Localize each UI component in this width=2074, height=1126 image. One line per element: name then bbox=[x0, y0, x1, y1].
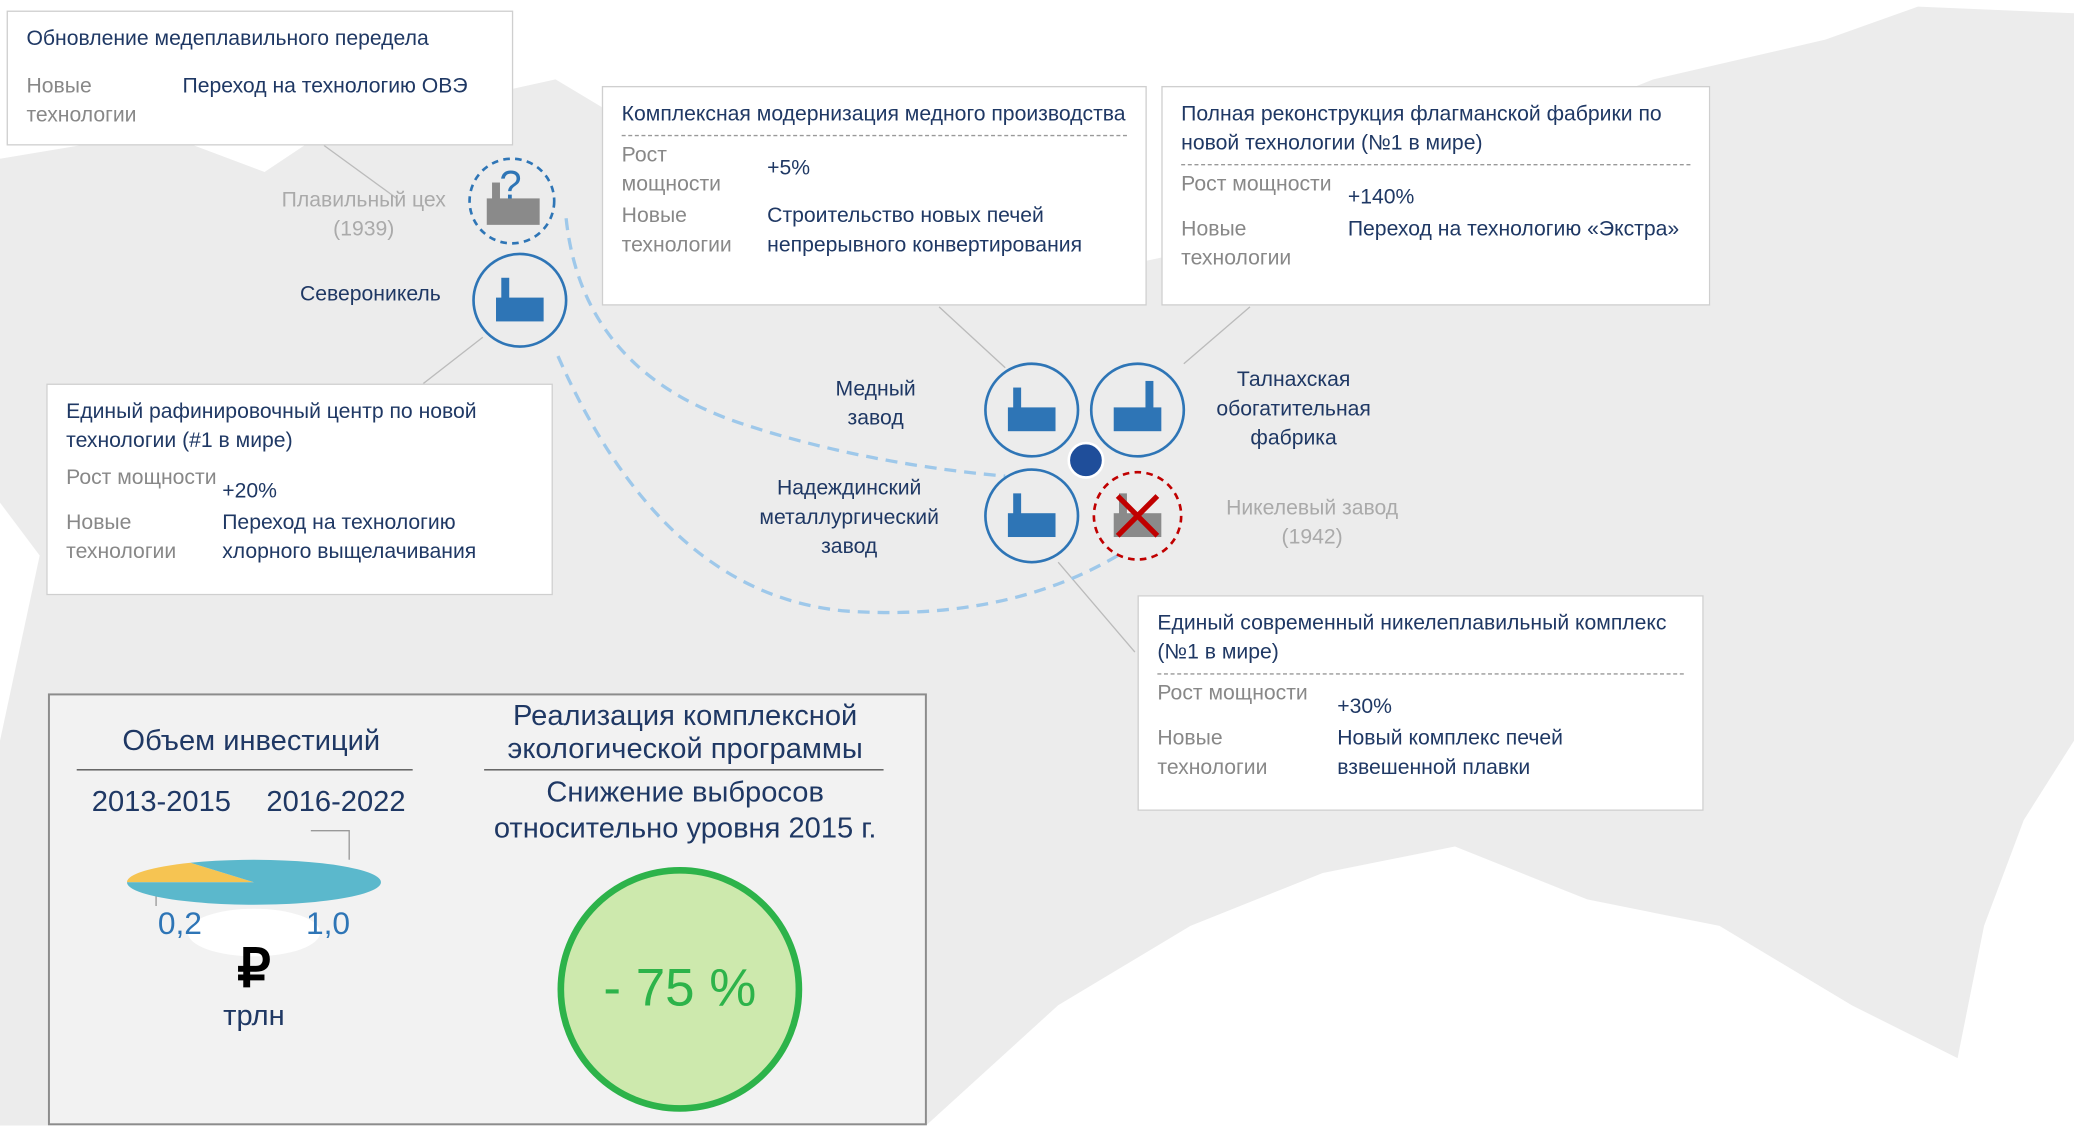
plant-name: Медный завод bbox=[835, 378, 916, 430]
pie-slice bbox=[126, 859, 381, 905]
value-label: 1,0 bbox=[305, 906, 351, 942]
factory-icon bbox=[486, 182, 540, 225]
eco-badge bbox=[1067, 441, 1105, 479]
plant-name: Плавильный цех bbox=[281, 189, 446, 212]
row-value: +5% bbox=[767, 157, 811, 180]
callout-row: Рост мощности +30% bbox=[1157, 680, 1683, 722]
row-label: Новые технологии bbox=[66, 511, 177, 564]
currency: ₽ bbox=[237, 940, 271, 999]
callout-title: Комплексная модернизация медного произво… bbox=[621, 103, 1126, 126]
leader bbox=[938, 306, 1006, 369]
row-label: Новые технологии bbox=[26, 75, 137, 127]
callout-row: Новые технологии Новый комплекс печей взв… bbox=[1157, 725, 1683, 783]
row-value: Строительство новых печей непрерывного к… bbox=[767, 205, 1083, 257]
pie-slice bbox=[126, 862, 254, 883]
icon-ring bbox=[1092, 470, 1183, 561]
callout: Полная реконструкция флагманской фабрики… bbox=[1161, 85, 1711, 306]
period: 2016-2022 bbox=[266, 784, 406, 818]
period: 2013-2015 bbox=[91, 784, 231, 818]
factory-icon bbox=[1007, 493, 1056, 538]
row-value: Новый комплекс печей взвешенной плавки bbox=[1337, 727, 1563, 780]
arrow bbox=[564, 218, 1006, 478]
row-label: Рост мощности bbox=[621, 144, 721, 196]
leader bbox=[1057, 561, 1136, 653]
separator bbox=[1181, 164, 1691, 166]
cross bbox=[1115, 494, 1160, 538]
leader bbox=[1183, 306, 1251, 365]
leader bbox=[323, 144, 398, 199]
icon-ring bbox=[984, 468, 1080, 564]
callout-row: Новые технологии Строительство новых пече… bbox=[622, 202, 1127, 260]
callout-row: Рост мощности +140% bbox=[1181, 171, 1690, 213]
row-value: +20% bbox=[222, 480, 277, 503]
row-label: Новые технологии bbox=[1181, 218, 1292, 270]
row-label: Новые технологии bbox=[1157, 727, 1268, 780]
unit: трлн bbox=[223, 998, 285, 1032]
row-value: Переход на технологию хлорного выщелачив… bbox=[222, 511, 477, 564]
callout-title: Единый современный никелеплавильный комп… bbox=[1157, 612, 1667, 664]
callout-row: Новые технологии Переход на технологию ОВ… bbox=[26, 73, 493, 131]
leader-lines bbox=[323, 144, 1251, 653]
row-label: Рост мощности bbox=[1157, 682, 1308, 705]
separator bbox=[621, 134, 1127, 137]
callout-title: Обновление медеплавильного передела bbox=[26, 27, 429, 51]
plant-year: (1942) bbox=[1281, 526, 1343, 549]
plant-name: Североникель bbox=[299, 283, 441, 306]
investment-title: Объем инвестиций bbox=[122, 723, 381, 757]
callout-title: Полная реконструкция флагманской фабрики… bbox=[1181, 103, 1662, 155]
factory-icon bbox=[1113, 380, 1162, 432]
icon-ring bbox=[1089, 362, 1186, 458]
plant-name: Надеждинский металлургический завод bbox=[759, 477, 939, 559]
callout-row: Новые технологии Переход на технологию «Э… bbox=[1181, 216, 1690, 274]
callout: Комплексная модернизация медного произво… bbox=[601, 85, 1147, 306]
ruble-base bbox=[187, 908, 321, 957]
separator bbox=[1157, 673, 1684, 675]
icon-ring bbox=[984, 362, 1080, 458]
icon-ring bbox=[472, 252, 568, 348]
arrow bbox=[554, 349, 1119, 615]
callout-row: Рост мощности +20% bbox=[66, 464, 533, 506]
pie bbox=[126, 859, 381, 905]
row-value: Переход на технологию ОВЭ bbox=[182, 75, 468, 98]
row-label: Новые технологии bbox=[621, 205, 732, 257]
plant-name: Никелевый завод bbox=[1226, 497, 1399, 520]
callout: Обновление медеплавильного передела Новы… bbox=[6, 10, 514, 146]
row-value: +140% bbox=[1347, 186, 1415, 209]
factory-icon bbox=[496, 277, 544, 322]
row-label: Рост мощности bbox=[66, 466, 217, 490]
row-value: +30% bbox=[1337, 695, 1392, 719]
callout-row: Рост мощности +5% bbox=[622, 142, 1127, 200]
row-label: Рост мощности bbox=[1181, 173, 1332, 196]
eco-value: - 75 % bbox=[603, 958, 757, 1018]
plant-name: Талнахская обогатительная фабрика bbox=[1216, 369, 1371, 450]
eco-title: Реализация комплексной экологической про… bbox=[507, 698, 863, 765]
eco-subtitle: Снижение выбросов относительно уровня 20… bbox=[493, 775, 877, 844]
callout: Единый современный никелеплавильный комп… bbox=[1137, 595, 1704, 811]
callout: Единый рафинировочный центр по новой тех… bbox=[46, 383, 553, 596]
factory-icon bbox=[1007, 387, 1056, 432]
question-mark: ? bbox=[500, 163, 522, 207]
leader bbox=[422, 336, 484, 385]
eco-circle bbox=[557, 867, 803, 1112]
row-value: Переход на технологию «Экстра» bbox=[1347, 218, 1680, 241]
callout-row: Новые технологии Переход на технологию хл… bbox=[66, 509, 533, 567]
callout-title: Единый рафинировочный центр по новой тех… bbox=[66, 400, 477, 453]
plant-year: (1939) bbox=[333, 218, 395, 241]
icon-ring bbox=[468, 157, 556, 245]
icons: ? bbox=[468, 157, 1186, 564]
arrows bbox=[554, 218, 1119, 615]
value-label: 0,2 bbox=[157, 906, 202, 942]
